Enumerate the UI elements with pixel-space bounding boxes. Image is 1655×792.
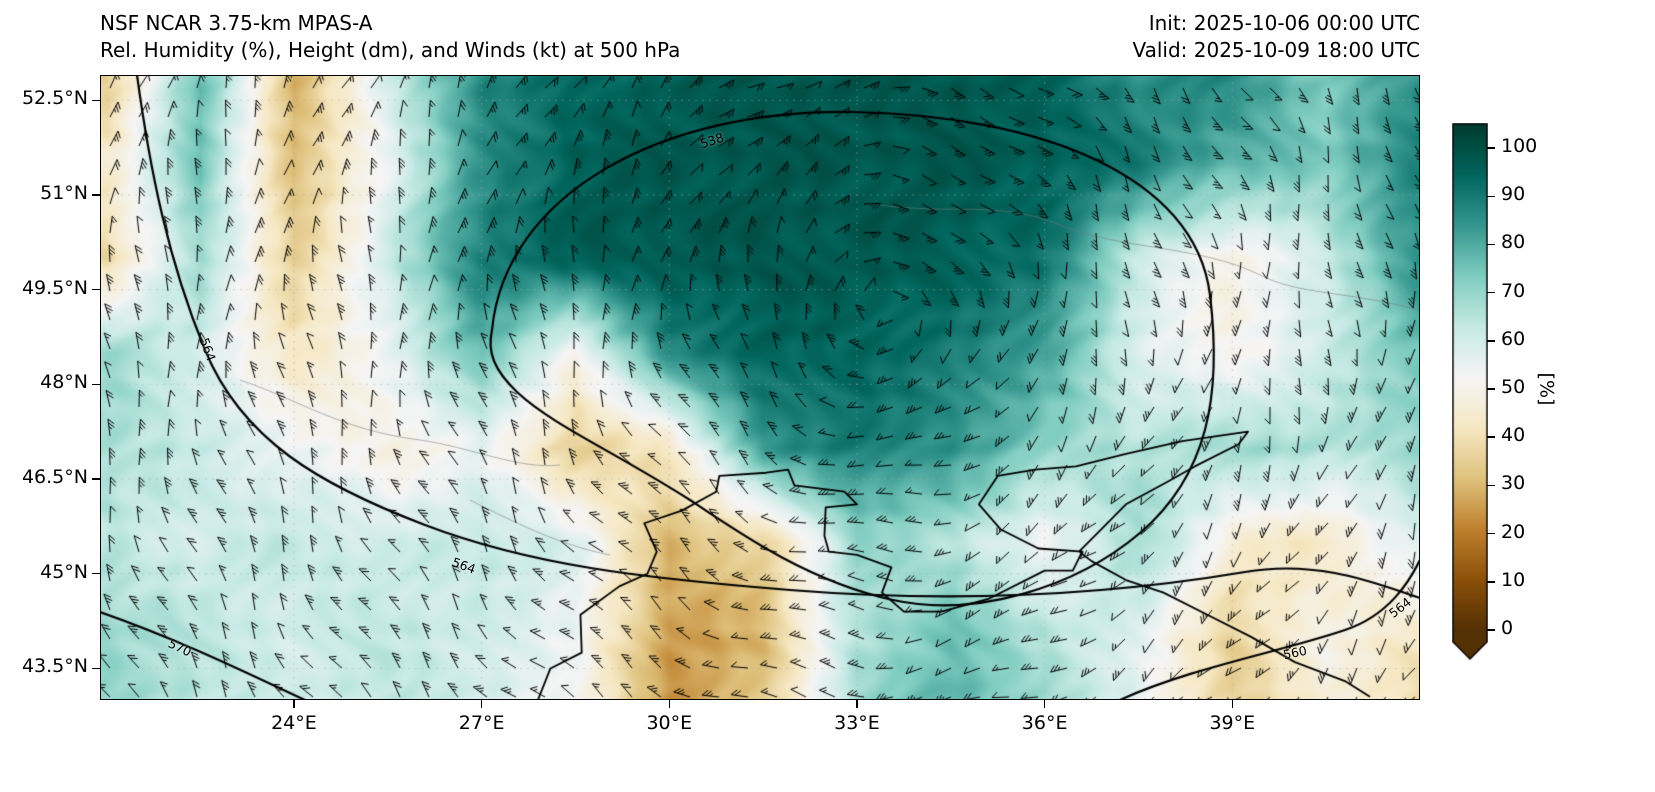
- y-tick-mark: [92, 572, 100, 575]
- colorbar-axis-label: [%]: [1535, 372, 1558, 406]
- colorbar-tick-label: 40: [1501, 424, 1526, 447]
- y-tick-mark: [92, 99, 100, 101]
- time-block: Init: 2025-10-06 00:00 UTC Valid: 2025-1…: [1132, 10, 1420, 64]
- colorbar-tick-mark: [1487, 484, 1495, 487]
- colorbar-tick-mark: [1487, 581, 1495, 583]
- model-title: NSF NCAR 3.75-km MPAS-A: [100, 11, 373, 35]
- x-tick-mark: [856, 700, 858, 708]
- colorbar-tick-mark: [1487, 629, 1495, 631]
- y-tick-label: 48°N: [40, 371, 88, 394]
- x-tick-mark: [480, 700, 483, 708]
- colorbar-tick-mark: [1487, 243, 1495, 246]
- y-tick-label: 45°N: [40, 560, 88, 583]
- colorbar-tick-mark: [1487, 532, 1495, 535]
- colorbar: [1452, 123, 1488, 668]
- valid-time: Valid: 2025-10-09 18:00 UTC: [1132, 38, 1420, 62]
- y-tick-label: 52.5°N: [21, 87, 88, 110]
- y-tick-mark: [92, 288, 100, 291]
- colorbar-tick-mark: [1487, 147, 1495, 149]
- y-tick-mark: [92, 383, 100, 386]
- x-tick-label: 30°E: [646, 712, 693, 734]
- x-tick-mark: [1043, 700, 1046, 708]
- y-tick-mark: [92, 194, 100, 196]
- y-tick-label: 49.5°N: [21, 276, 88, 299]
- y-tick-mark: [92, 667, 100, 670]
- colorbar-tick-mark: [1487, 436, 1495, 438]
- colorbar-tick-label: 30: [1501, 472, 1526, 495]
- colorbar-tick-mark: [1487, 291, 1495, 294]
- colorbar-tick-mark: [1487, 195, 1495, 198]
- x-tick-label: 39°E: [1209, 712, 1256, 734]
- colorbar-tick-label: 60: [1501, 327, 1526, 350]
- colorbar-tick-label: 0: [1501, 616, 1514, 639]
- colorbar-tick-mark: [1487, 388, 1495, 390]
- map-canvas: [100, 75, 1420, 700]
- x-tick-mark: [668, 700, 671, 708]
- colorbar-tick-mark: [1487, 340, 1495, 342]
- y-tick-label: 46.5°N: [21, 466, 88, 489]
- field-title: Rel. Humidity (%), Height (dm), and Wind…: [100, 38, 681, 62]
- x-tick-mark: [1231, 700, 1234, 708]
- x-tick-label: 36°E: [1021, 712, 1068, 734]
- colorbar-tick-label: 10: [1501, 568, 1526, 591]
- colorbar-tick-label: 50: [1501, 376, 1526, 399]
- x-tick-label: 27°E: [458, 712, 505, 734]
- x-tick-label: 33°E: [834, 712, 880, 734]
- y-tick-label: 43.5°N: [21, 655, 88, 678]
- y-tick-label: 51°N: [40, 181, 88, 204]
- colorbar-tick-label: 90: [1501, 183, 1526, 206]
- title-block: NSF NCAR 3.75-km MPAS-A Rel. Humidity (%…: [100, 10, 680, 64]
- x-tick-label: 24°E: [271, 712, 317, 734]
- y-tick-mark: [92, 478, 100, 480]
- init-time: Init: 2025-10-06 00:00 UTC: [1148, 11, 1420, 35]
- x-tick-mark: [293, 700, 295, 708]
- colorbar-tick-label: 70: [1501, 279, 1526, 302]
- colorbar-tick-label: 80: [1501, 231, 1526, 254]
- colorbar-tick-label: 20: [1501, 520, 1526, 543]
- colorbar-tick-label: 100: [1501, 135, 1538, 158]
